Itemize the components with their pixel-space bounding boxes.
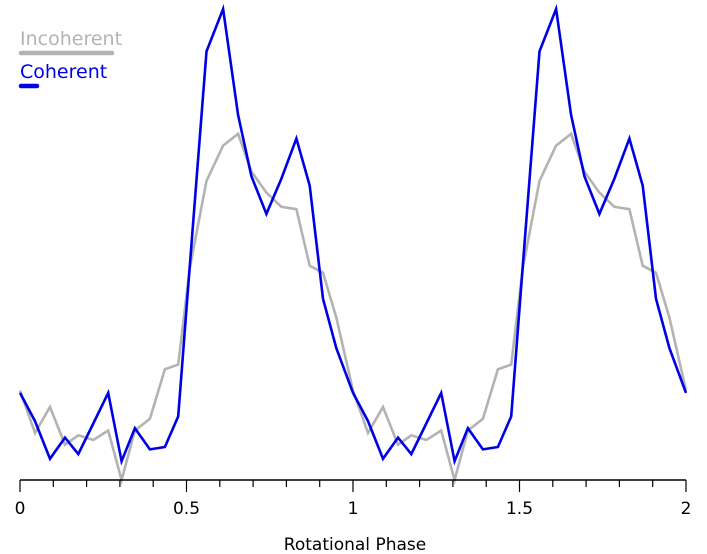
legend-label-incoherent: Incoherent [20,28,122,50]
x-tick-label: 2 [681,499,692,519]
x-tick-label: 1 [348,499,359,519]
x-tick-label: 1.5 [506,499,533,519]
x-tick-label: 0.5 [173,499,200,519]
series-line-coherent [18,3,688,466]
x-axis-ticks: 0 0.5 1 1.5 2 [15,480,692,519]
x-axis-title: Rotational Phase [284,535,426,554]
series-line-incoherent [18,131,688,485]
legend-label-coherent: Coherent [20,61,107,83]
legend: Incoherent Coherent [18,28,122,89]
x-tick-label: 0 [15,499,26,519]
plot-lines [18,3,688,485]
